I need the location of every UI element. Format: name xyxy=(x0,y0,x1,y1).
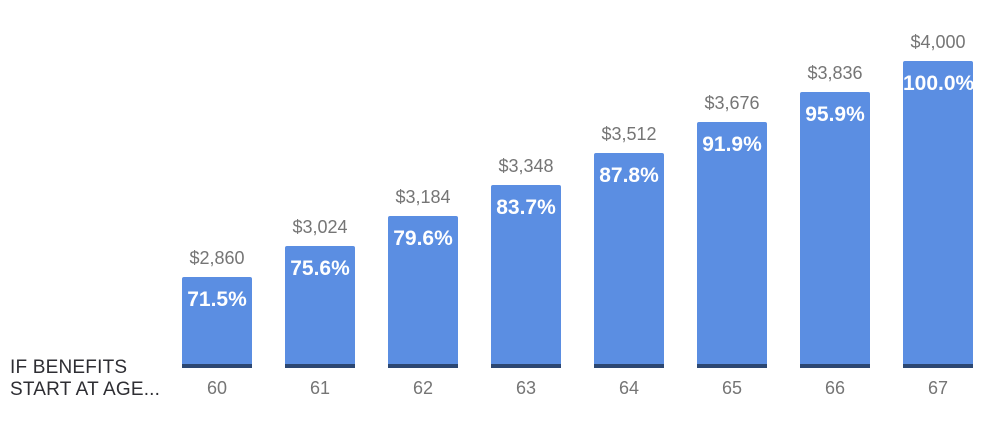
bar-value-label: $2,860 xyxy=(189,248,245,268)
bar-age-62: 79.6% xyxy=(388,216,458,368)
x-tick-label-age-62: 62 xyxy=(412,378,434,398)
x-axis-caption-line1: IF BENEFITS xyxy=(10,357,128,378)
bar-age-67: 100.0% xyxy=(903,61,975,368)
bar-age-64: 87.8% xyxy=(594,153,664,368)
bar-percent-label: 87.8% xyxy=(599,164,659,187)
bar-age-63: 83.7% xyxy=(491,185,561,368)
x-tick-label-age-61: 61 xyxy=(309,378,331,398)
bar-percent-label: 79.6% xyxy=(393,227,453,250)
bar-value-label: $3,184 xyxy=(395,187,451,207)
bar-value-label: $3,024 xyxy=(292,217,348,237)
x-tick-label-age-63: 63 xyxy=(515,378,537,398)
x-tick-label-age-66: 66 xyxy=(824,378,846,398)
bar-percent-label: 83.7% xyxy=(496,196,556,219)
x-tick-label-age-65: 65 xyxy=(721,378,743,398)
bar-percent-label: 91.9% xyxy=(702,133,762,156)
bar-value-label: $3,348 xyxy=(498,156,554,176)
x-axis-caption: IF BENEFITS START AT AGE... xyxy=(10,357,160,401)
bar-age-61: 75.6% xyxy=(285,246,355,368)
x-axis-caption-line2: START AT AGE... xyxy=(10,379,161,400)
bar-age-66: 95.9% xyxy=(800,92,870,368)
bar-value-label: $3,512 xyxy=(601,124,657,144)
x-tick-label-age-67: 67 xyxy=(927,378,949,398)
bar-percent-label: 100.0% xyxy=(903,72,975,95)
x-tick-label-age-60: 60 xyxy=(206,378,228,398)
bar-percent-label: 75.6% xyxy=(290,257,350,280)
bar-age-60: 71.5% xyxy=(182,277,252,368)
x-tick-label-age-64: 64 xyxy=(618,378,640,398)
bar-value-label: $3,836 xyxy=(807,63,863,83)
bar-percent-label: 71.5% xyxy=(187,288,247,311)
bar-percent-label: 95.9% xyxy=(805,103,865,126)
bar-value-label: $4,000 xyxy=(910,32,966,52)
bar-value-label: $3,676 xyxy=(704,93,760,113)
bar-age-65: 91.9% xyxy=(697,122,767,368)
